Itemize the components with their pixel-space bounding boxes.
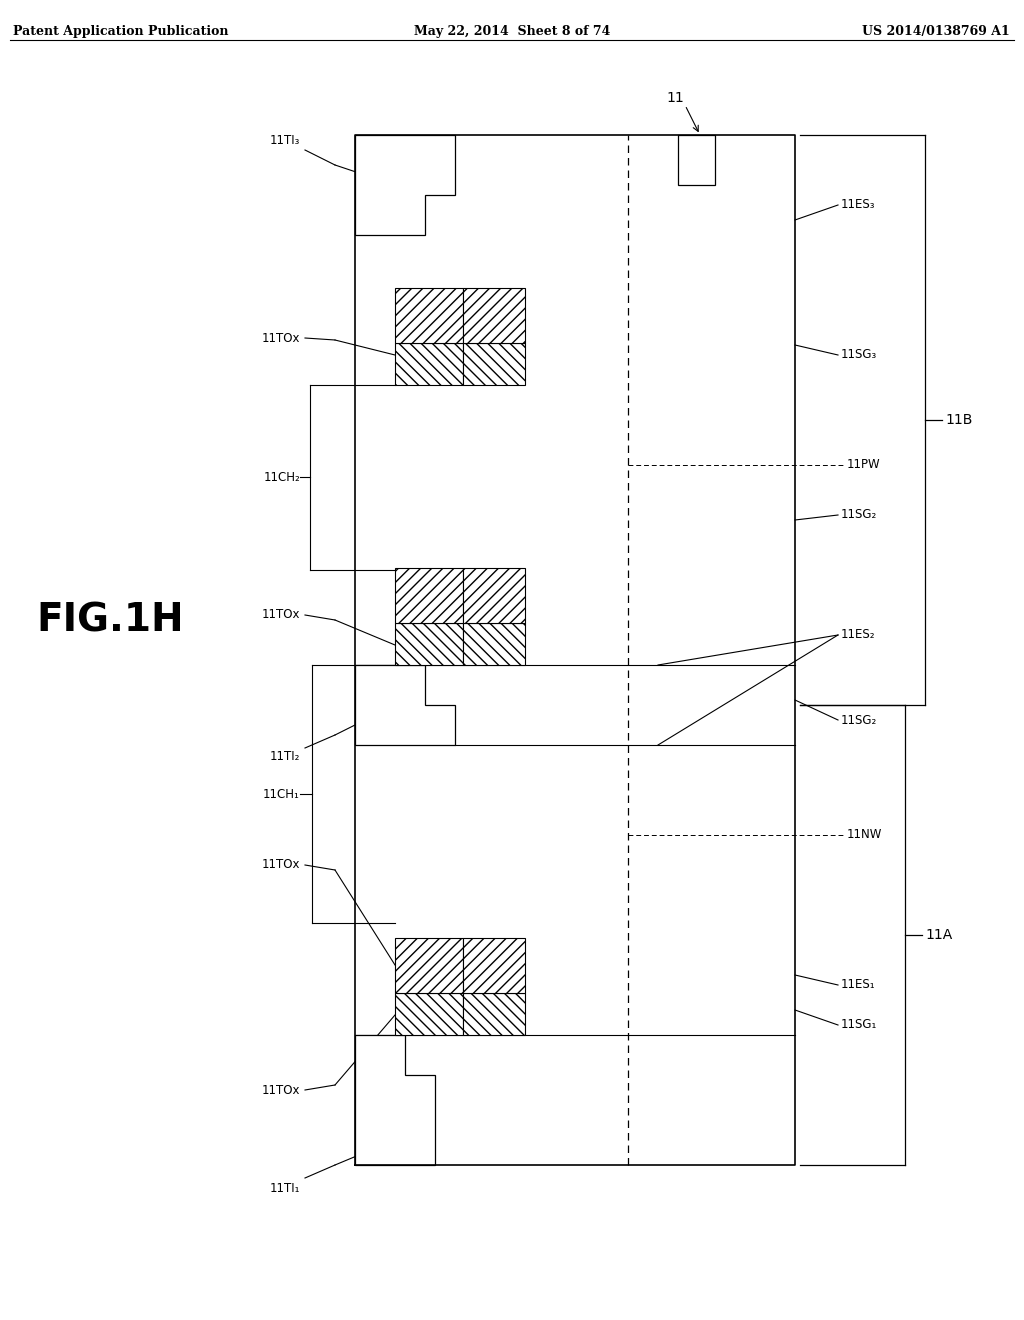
Bar [395,939,463,993]
Text: 11SG₁: 11SG₁ [841,1019,878,1031]
Polygon shape [355,1035,435,1166]
Polygon shape [355,665,455,744]
Text: 11TOx: 11TOx [261,1084,300,1097]
Text: 11SG₂: 11SG₂ [841,714,878,726]
Text: 11CH₂: 11CH₂ [263,471,300,484]
Text: 11SG₂: 11SG₂ [841,508,878,521]
Bar [355,135,795,1166]
Bar [463,993,525,1035]
Text: Patent Application Publication: Patent Application Publication [13,25,228,38]
Bar [463,939,525,993]
Text: May 22, 2014  Sheet 8 of 74: May 22, 2014 Sheet 8 of 74 [414,25,610,38]
Polygon shape [355,135,455,235]
Text: 11B: 11B [945,413,973,426]
Text: FIG.1H: FIG.1H [36,601,184,639]
Bar [463,288,525,343]
Text: 11ES₂: 11ES₂ [841,628,876,642]
Bar [395,343,463,385]
Text: 11TI₂: 11TI₂ [269,750,300,763]
Bar [395,568,463,623]
Bar [395,288,463,343]
Text: 11SG₃: 11SG₃ [841,348,878,362]
Text: 11TI₃: 11TI₃ [269,135,300,147]
Polygon shape [678,135,715,185]
Bar [463,568,525,623]
Text: 11TOx: 11TOx [261,858,300,871]
Text: 11NW: 11NW [847,829,883,842]
Text: 11PW: 11PW [847,458,881,471]
Text: 11TOx: 11TOx [261,609,300,622]
Bar [463,343,525,385]
Bar [395,623,463,665]
Text: 11: 11 [667,91,684,106]
Text: 11ES₃: 11ES₃ [841,198,876,211]
Bar [463,623,525,665]
Text: 11TI₁: 11TI₁ [269,1181,300,1195]
Text: US 2014/0138769 A1: US 2014/0138769 A1 [862,25,1010,38]
Text: 11ES₁: 11ES₁ [841,978,876,991]
Text: 11TOx: 11TOx [261,331,300,345]
Text: 11CH₁: 11CH₁ [263,788,300,800]
Bar [395,993,463,1035]
Text: 11A: 11A [925,928,952,942]
